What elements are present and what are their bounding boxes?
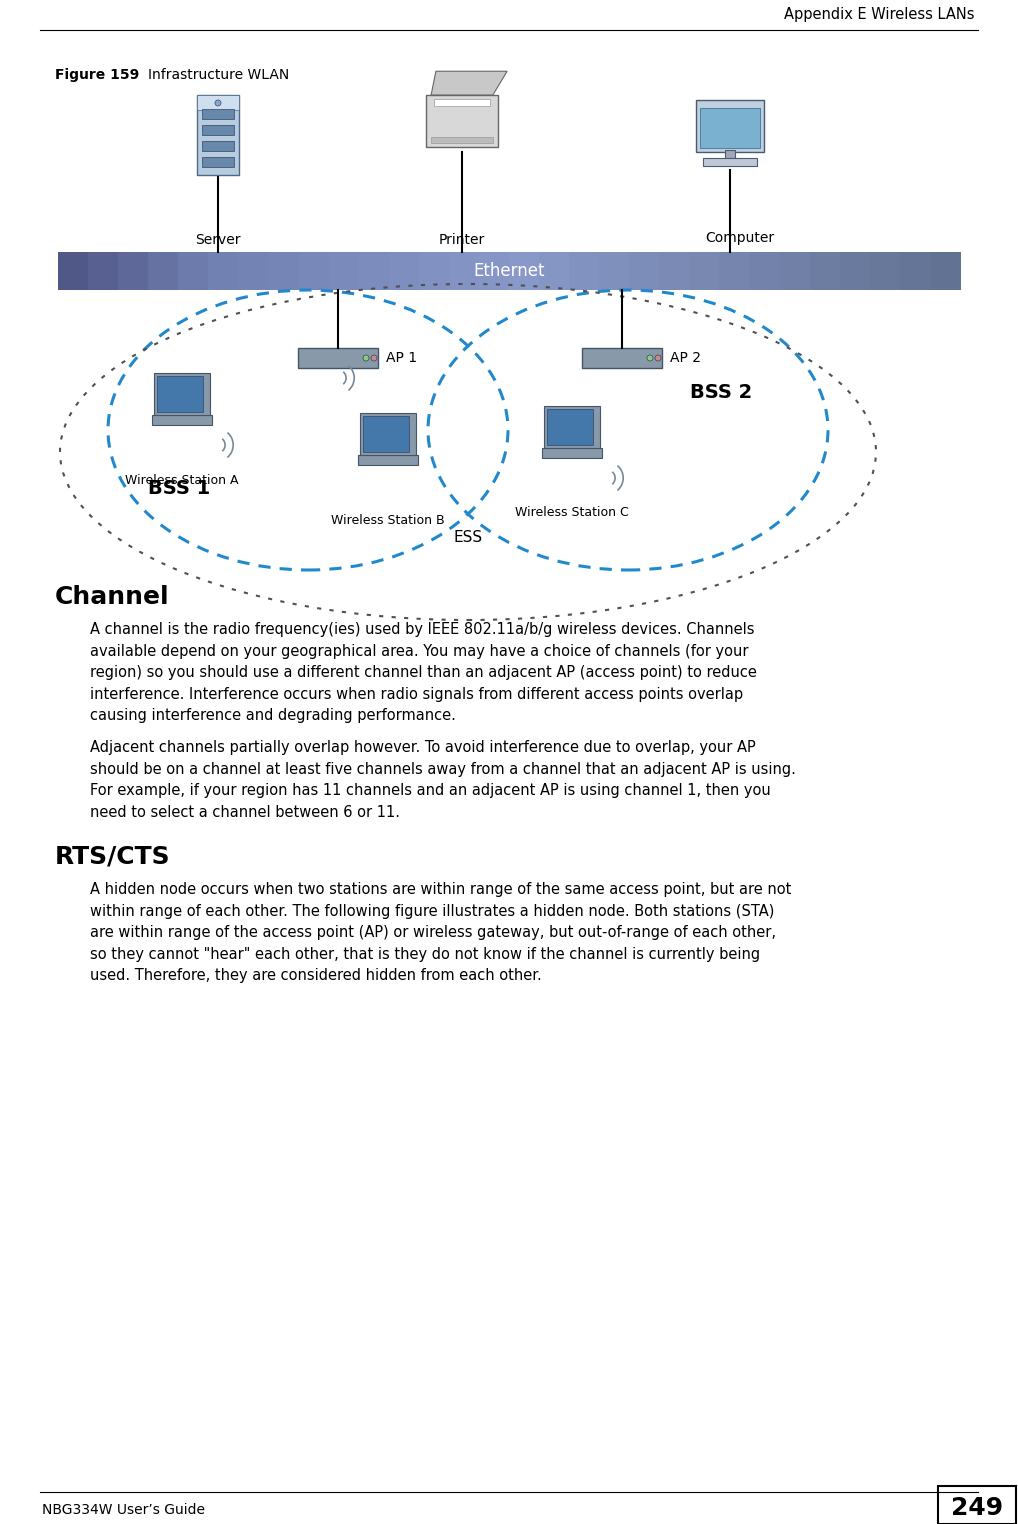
Bar [418, 251, 450, 290]
Text: Server: Server [195, 233, 240, 247]
Text: NBG334W User’s Guide: NBG334W User’s Guide [42, 1503, 205, 1516]
Bar [389, 251, 419, 290]
Bar [329, 251, 359, 290]
Polygon shape [432, 72, 507, 94]
Bar [58, 251, 89, 290]
Bar [544, 405, 600, 448]
Bar [660, 251, 690, 290]
Text: Wireless Station B: Wireless Station B [331, 514, 445, 526]
Circle shape [371, 355, 377, 361]
Text: Printer: Printer [439, 233, 486, 247]
Bar [432, 137, 493, 143]
Bar [360, 413, 416, 456]
Bar [542, 448, 602, 459]
Text: AP 1: AP 1 [386, 351, 417, 366]
Bar [152, 415, 212, 425]
Text: RTS/CTS: RTS/CTS [55, 844, 171, 869]
Bar [478, 251, 510, 290]
Bar [197, 94, 239, 175]
Text: Appendix E Wireless LANs: Appendix E Wireless LANs [785, 8, 975, 23]
Bar [202, 142, 234, 151]
Bar [929, 251, 961, 290]
Bar [569, 251, 601, 290]
Bar [298, 251, 330, 290]
Bar [699, 108, 760, 148]
Text: Wireless Station C: Wireless Station C [515, 506, 629, 520]
Bar [695, 101, 765, 152]
Bar [840, 251, 870, 290]
Text: 249: 249 [951, 1497, 1003, 1519]
Bar [780, 251, 810, 290]
Bar [149, 251, 179, 290]
Bar [749, 251, 781, 290]
Bar [547, 408, 593, 445]
Bar [238, 251, 270, 290]
Bar [358, 251, 390, 290]
Text: BSS 2: BSS 2 [690, 383, 752, 401]
Bar [449, 251, 479, 290]
Text: Infrastructure WLAN: Infrastructure WLAN [148, 69, 289, 82]
Bar [629, 251, 661, 290]
Bar [202, 110, 234, 119]
Bar [202, 157, 234, 168]
Bar [582, 347, 662, 367]
Bar [89, 251, 119, 290]
Text: BSS 1: BSS 1 [148, 479, 211, 497]
Bar [157, 376, 203, 411]
Bar [434, 99, 490, 107]
Text: AP 2: AP 2 [670, 351, 701, 366]
FancyBboxPatch shape [938, 1486, 1016, 1524]
Text: Channel: Channel [55, 585, 170, 610]
Bar [900, 251, 930, 290]
Bar [540, 251, 570, 290]
Bar [209, 251, 239, 290]
Text: A hidden node occurs when two stations are within range of the same access point: A hidden node occurs when two stations a… [90, 882, 791, 983]
Bar [720, 251, 750, 290]
Circle shape [215, 101, 221, 107]
Bar [269, 251, 299, 290]
Text: Adjacent channels partially overlap however. To avoid interference due to overla: Adjacent channels partially overlap howe… [90, 741, 796, 820]
Bar [600, 251, 630, 290]
Text: Wireless Station A: Wireless Station A [125, 474, 239, 486]
Text: A channel is the radio frequency(ies) used by IEEE 802.11a/b/g wireless devices.: A channel is the radio frequency(ies) us… [90, 622, 756, 724]
Circle shape [655, 355, 661, 361]
Bar [197, 94, 239, 110]
Bar [689, 251, 721, 290]
Text: Figure 159: Figure 159 [55, 69, 139, 82]
Bar [298, 347, 378, 367]
Text: Ethernet: Ethernet [473, 262, 545, 280]
Bar [869, 251, 901, 290]
Bar [363, 416, 409, 453]
Bar [703, 158, 756, 166]
Bar [202, 125, 234, 136]
Bar [427, 94, 498, 148]
Text: ESS: ESS [453, 530, 483, 546]
Circle shape [647, 355, 653, 361]
Bar [178, 251, 210, 290]
Bar [358, 456, 418, 465]
Circle shape [363, 355, 369, 361]
Text: Computer: Computer [705, 232, 775, 245]
Bar [118, 251, 150, 290]
Bar [725, 151, 735, 160]
Bar [154, 373, 210, 415]
Bar [509, 251, 541, 290]
Bar [809, 251, 841, 290]
